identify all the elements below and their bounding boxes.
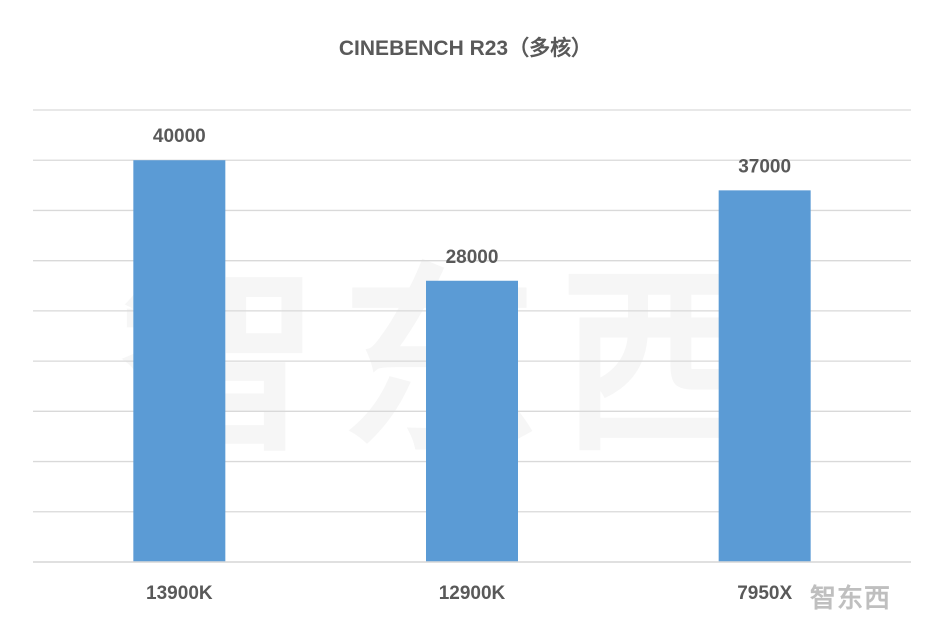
bar-7950X [718, 190, 811, 562]
data-label: 37000 [738, 156, 791, 177]
chart-title: CINEBENCH R23（多核） [338, 37, 593, 60]
x-tick-label: 12900K [439, 583, 506, 604]
bar-13900K [133, 160, 226, 562]
x-tick-label: 13900K [146, 583, 213, 604]
bar-12900K [426, 280, 518, 562]
data-label: 28000 [446, 247, 499, 268]
x-tick-label: 7950X [737, 583, 792, 604]
data-label: 40000 [153, 126, 206, 147]
